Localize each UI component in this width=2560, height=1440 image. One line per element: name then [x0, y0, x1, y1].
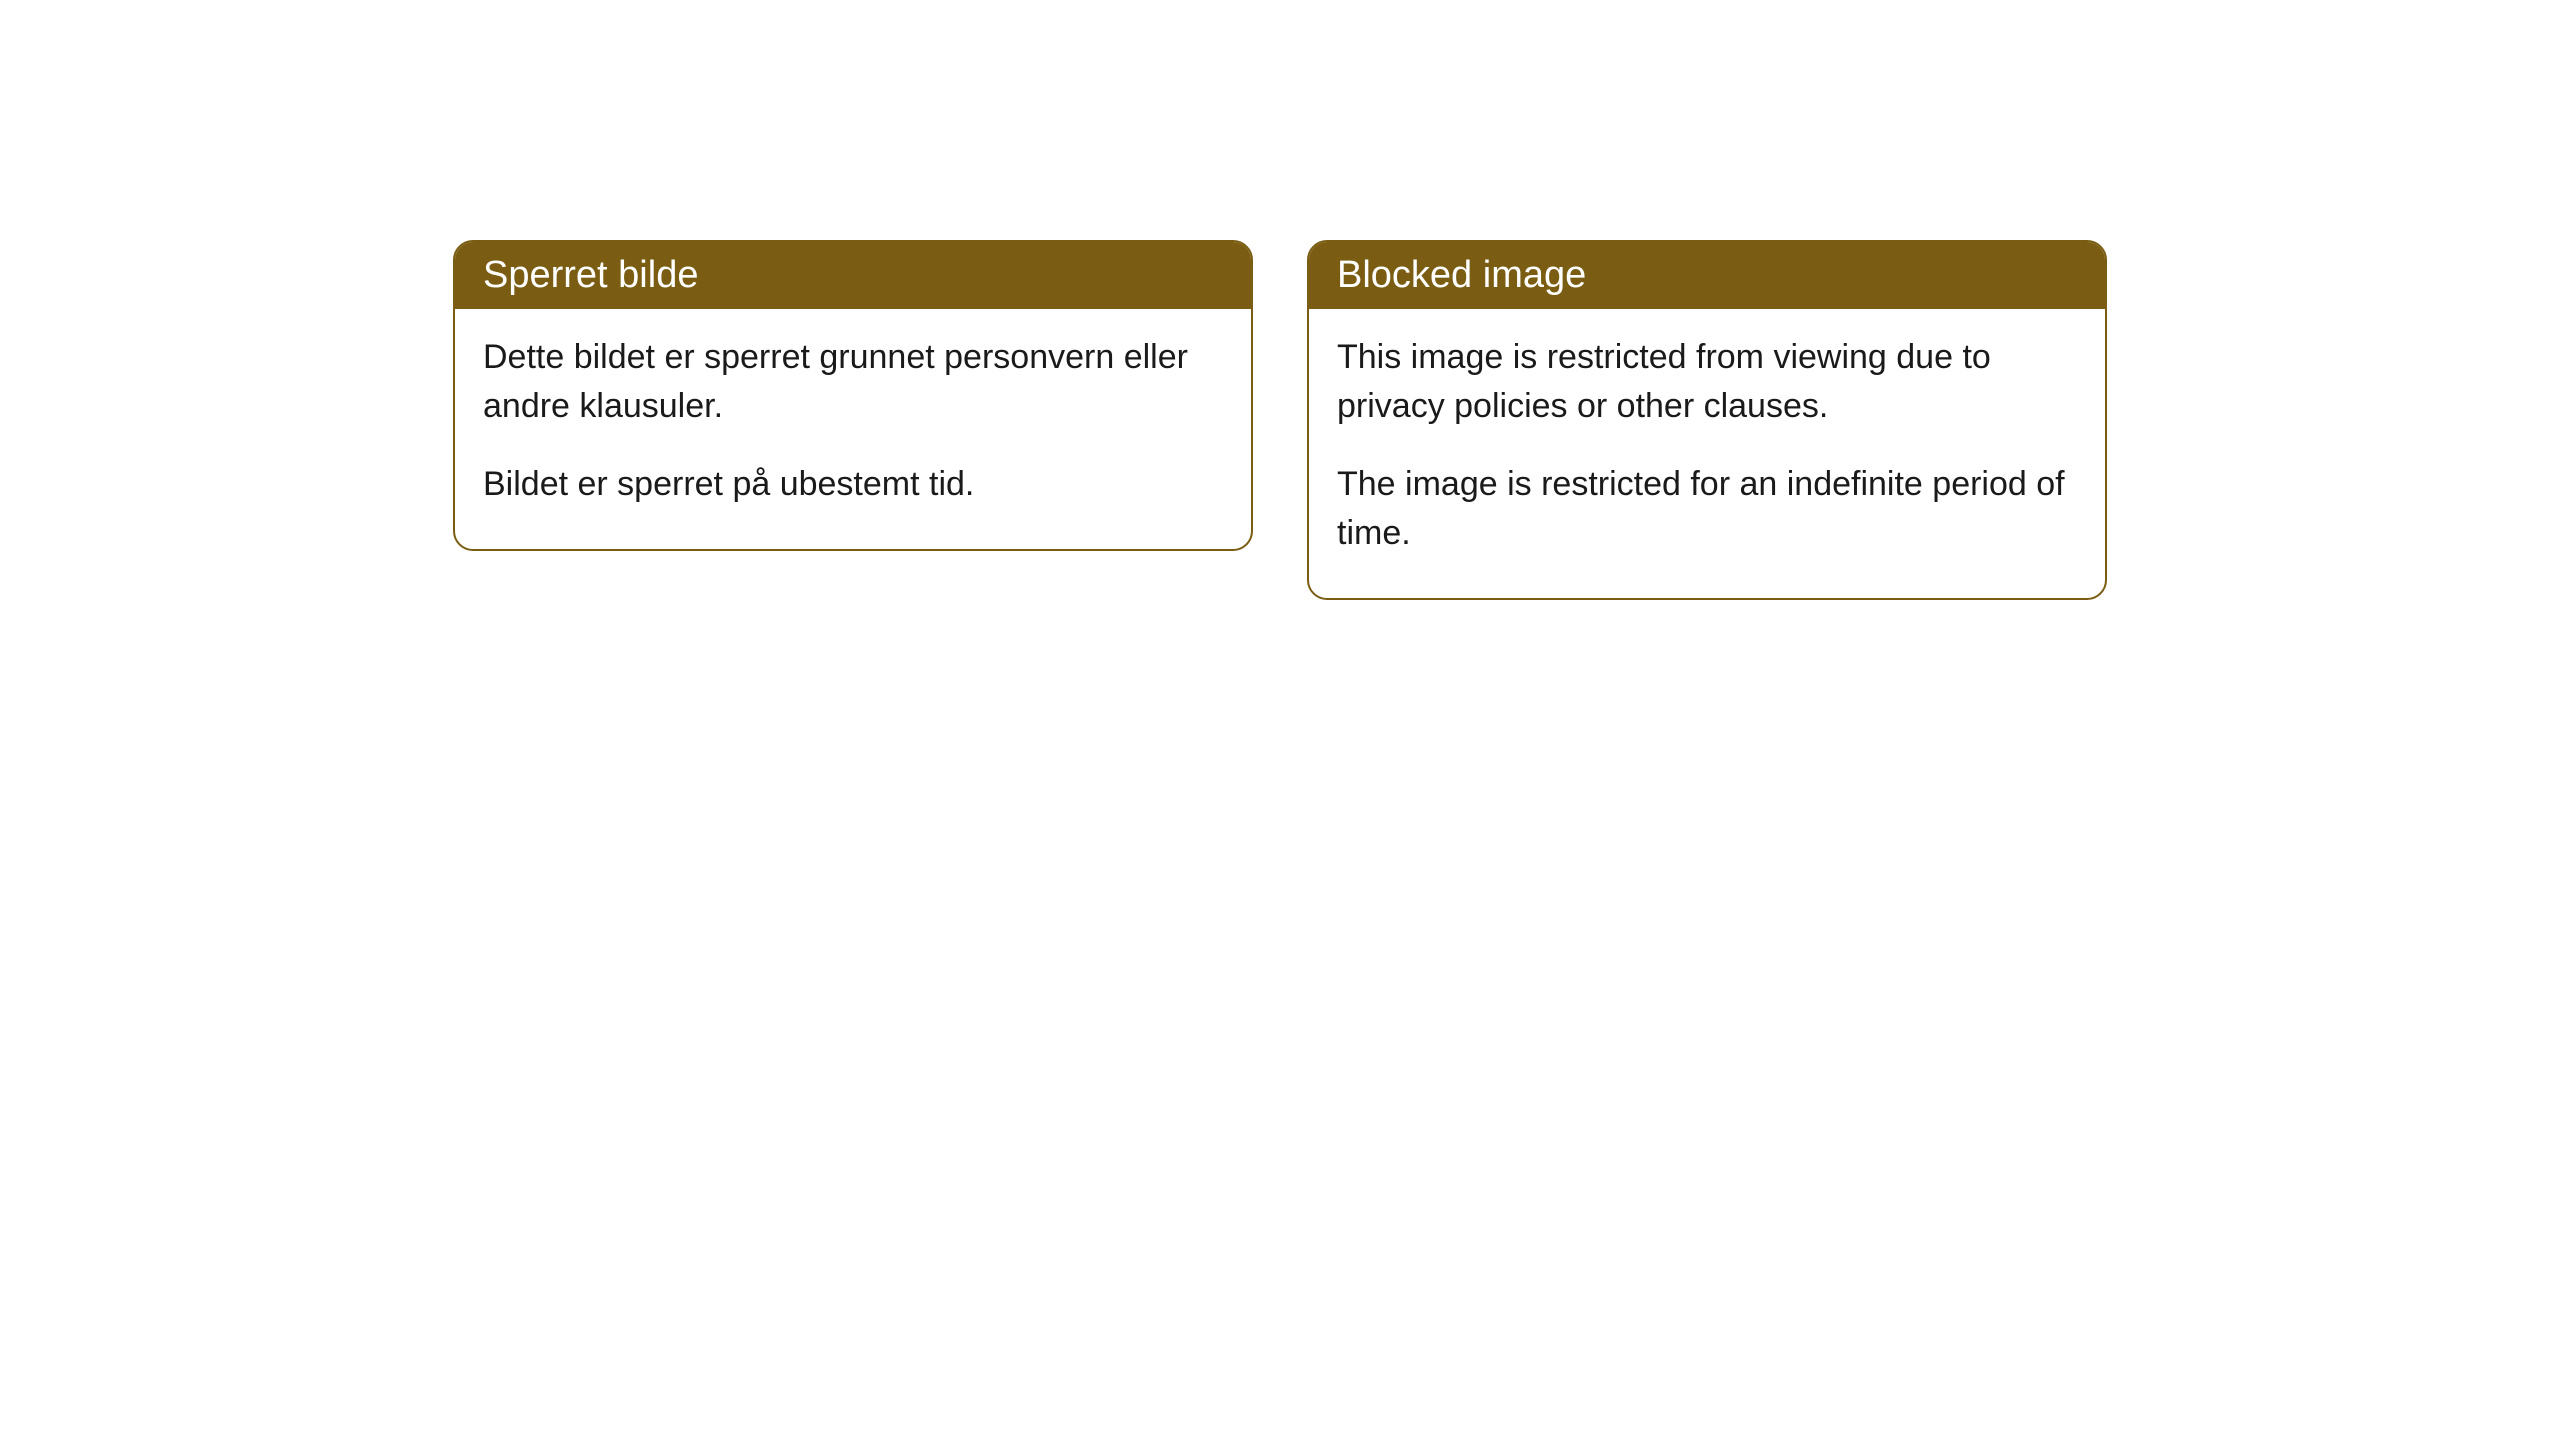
card-paragraph-2-english: The image is restricted for an indefinit…	[1337, 460, 2077, 559]
card-body-english: This image is restricted from viewing du…	[1309, 309, 2105, 598]
notice-card-norwegian: Sperret bilde Dette bildet er sperret gr…	[453, 240, 1253, 551]
card-title-english: Blocked image	[1337, 254, 1586, 296]
card-paragraph-2-norwegian: Bildet er sperret på ubestemt tid.	[483, 460, 1223, 509]
notice-card-english: Blocked image This image is restricted f…	[1307, 240, 2107, 600]
card-header-norwegian: Sperret bilde	[455, 242, 1251, 309]
card-header-english: Blocked image	[1309, 242, 2105, 309]
card-body-norwegian: Dette bildet er sperret grunnet personve…	[455, 309, 1251, 549]
card-title-norwegian: Sperret bilde	[483, 254, 698, 296]
card-paragraph-1-english: This image is restricted from viewing du…	[1337, 333, 2077, 432]
notice-container: Sperret bilde Dette bildet er sperret gr…	[453, 240, 2107, 1440]
card-paragraph-1-norwegian: Dette bildet er sperret grunnet personve…	[483, 333, 1223, 432]
